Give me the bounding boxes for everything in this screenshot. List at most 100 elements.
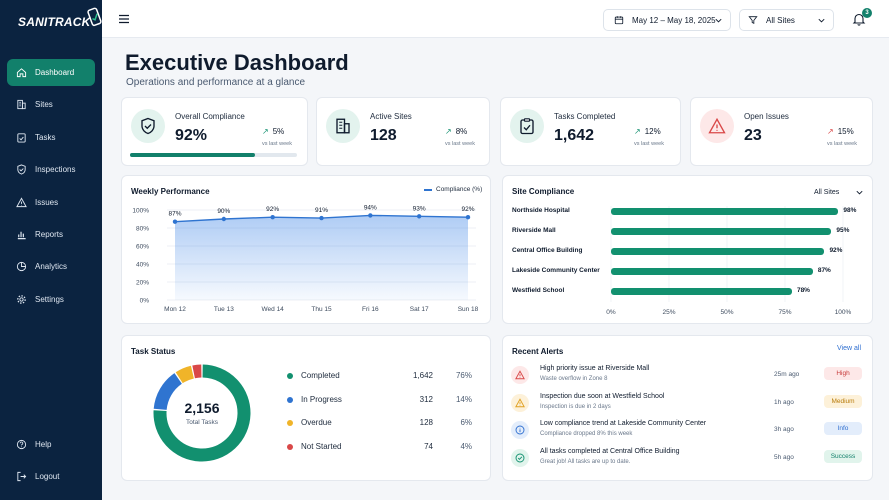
status-name: Overdue — [301, 418, 332, 427]
sidebar-item-inspections[interactable]: Inspections — [7, 156, 95, 183]
alert-title: Inspection due soon at Westfield School — [540, 392, 665, 400]
status-count: 312 — [419, 394, 433, 404]
check-circle-icon — [515, 453, 525, 462]
alert-item[interactable]: Inspection due soon at Westfield School … — [511, 390, 863, 416]
sidebar-item-label: Inspections — [35, 165, 76, 175]
sidebar-item-dashboard[interactable]: Dashboard — [7, 59, 95, 86]
alert-time: 1h ago — [774, 398, 794, 406]
data-label: 94% — [364, 204, 377, 211]
y-tick-label: 0% — [140, 298, 150, 305]
sidebar-item-analytics[interactable]: Analytics — [7, 253, 95, 280]
data-label: 87% — [168, 211, 181, 218]
shield-check-icon — [141, 117, 155, 135]
status-count: 74 — [424, 442, 433, 451]
data-point — [319, 215, 324, 221]
bar-category-label: Lakeside Community Center — [512, 267, 600, 274]
sidebar-item-label: Reports — [35, 229, 64, 239]
sidebar-item-settings[interactable]: Settings — [7, 286, 95, 313]
bar-track — [611, 208, 843, 215]
kpi-vs-label: vs last week — [445, 141, 475, 147]
site-compliance-dropdown[interactable]: All Sites — [808, 184, 868, 200]
sidebar-item-tasks[interactable]: Tasks — [7, 124, 95, 151]
compliance-bar — [611, 288, 792, 295]
warning-icon — [515, 370, 525, 380]
date-range-picker[interactable]: May 12 – May 18, 2025 — [603, 9, 731, 31]
sidebar-item-help[interactable]: Help — [7, 431, 95, 458]
status-count: 128 — [419, 418, 433, 427]
sidebar-item-reports[interactable]: Reports — [7, 221, 95, 248]
weekly-performance-title: Weekly Performance — [131, 187, 210, 196]
logout-icon — [17, 472, 27, 482]
alert-badge: High — [824, 367, 862, 380]
alert-item[interactable]: Low compliance trend at Lakeside Communi… — [511, 417, 863, 443]
bar-track — [611, 228, 843, 235]
warning-icon — [515, 397, 525, 407]
bar-category-label: Northside Hospital — [512, 207, 570, 214]
kpi-vs-label: vs last week — [827, 141, 857, 147]
kpi-icon-wrap — [700, 109, 734, 143]
bar-category-label: Central Office Building — [512, 247, 583, 254]
compliance-bar — [611, 228, 832, 235]
data-point — [465, 215, 471, 220]
help-icon — [16, 439, 27, 450]
kpi-card-open-issues: Open Issues 23 ↗ 15% vs last week — [690, 97, 873, 166]
data-point — [416, 214, 422, 219]
site-filter-label: All Sites — [766, 15, 795, 25]
page-subtitle: Operations and performance at a glance — [126, 77, 305, 88]
date-range-label: May 12 – May 18, 2025 — [632, 15, 716, 25]
weekly-performance-card: Weekly Performance Compliance (%) 100% 80… — [121, 175, 491, 324]
compliance-bar — [611, 268, 813, 275]
alert-subtitle: Great job! All tasks are up to date. — [540, 458, 631, 465]
alert-title: High priority issue at Riverside Mall — [540, 365, 650, 372]
menu-icon[interactable] — [118, 13, 130, 25]
task-status-row: Overdue 128 6% — [287, 417, 472, 431]
view-all-link[interactable]: View all — [837, 345, 861, 352]
site-compliance-title: Site Compliance — [512, 187, 575, 196]
status-pct: 76% — [455, 371, 472, 380]
compliance-bar — [611, 208, 839, 215]
sidebar-item-issues[interactable]: Issues — [7, 189, 95, 216]
sidebar-item-sites[interactable]: Sites — [7, 91, 95, 118]
kpi-delta: ↗ 15% — [827, 127, 854, 136]
gear-icon — [17, 294, 26, 304]
sidebar-item-logout[interactable]: Logout — [7, 463, 95, 490]
alert-item[interactable]: High priority issue at Riverside Mall Wa… — [511, 362, 863, 388]
status-name: Not Started — [301, 442, 342, 451]
data-point — [172, 219, 178, 224]
building-icon — [336, 118, 350, 134]
logo[interactable]: SANITRACK — [18, 7, 103, 29]
alert-item[interactable]: All tasks completed at Central Office Bu… — [511, 445, 863, 471]
kpi-delta: ↗ 5% — [262, 127, 284, 136]
legend-line-swatch — [424, 188, 432, 191]
sidebar: SANITRACK Dashboard Sites Tasks Inspecti… — [0, 0, 103, 500]
donut-slice-in-progress — [153, 373, 183, 411]
status-dot — [287, 420, 293, 426]
compliance-progress-bar — [130, 153, 297, 157]
task-status-title: Task Status — [131, 347, 176, 356]
y-tick-label: 80% — [136, 226, 149, 233]
y-tick-label: 40% — [136, 262, 149, 269]
data-label: 90% — [217, 208, 230, 215]
kpi-value: 23 — [744, 127, 762, 144]
chevron-down-icon — [856, 190, 863, 195]
status-pct: 14% — [455, 394, 472, 404]
status-name: Completed — [301, 371, 340, 380]
kpi-card-active-sites: Active Sites 128 ↗ 8% vs last week — [316, 97, 490, 166]
sidebar-item-label: Help — [35, 440, 52, 449]
warning-icon — [16, 196, 27, 207]
task-status-card: Task Status 2,156 Total Tasks Completed … — [121, 335, 491, 481]
chevron-down-icon — [715, 18, 722, 23]
sidebar-item-label: Logout — [35, 472, 60, 482]
task-status-row: Not Started 74 4% — [287, 441, 472, 455]
bell-icon[interactable] — [852, 12, 866, 26]
data-point — [270, 215, 275, 220]
bar-chart-icon — [17, 231, 26, 240]
site-filter-select[interactable]: All Sites — [739, 9, 834, 31]
y-tick-label: 60% — [136, 244, 149, 251]
trend-up-icon: ↗ — [827, 127, 834, 136]
x-tick-label: Sun 18 — [458, 306, 479, 313]
status-dot — [287, 444, 293, 450]
donut-slice-completed — [153, 364, 251, 462]
status-pct: 6% — [460, 418, 472, 427]
sidebar-item-label: Tasks — [35, 132, 56, 142]
